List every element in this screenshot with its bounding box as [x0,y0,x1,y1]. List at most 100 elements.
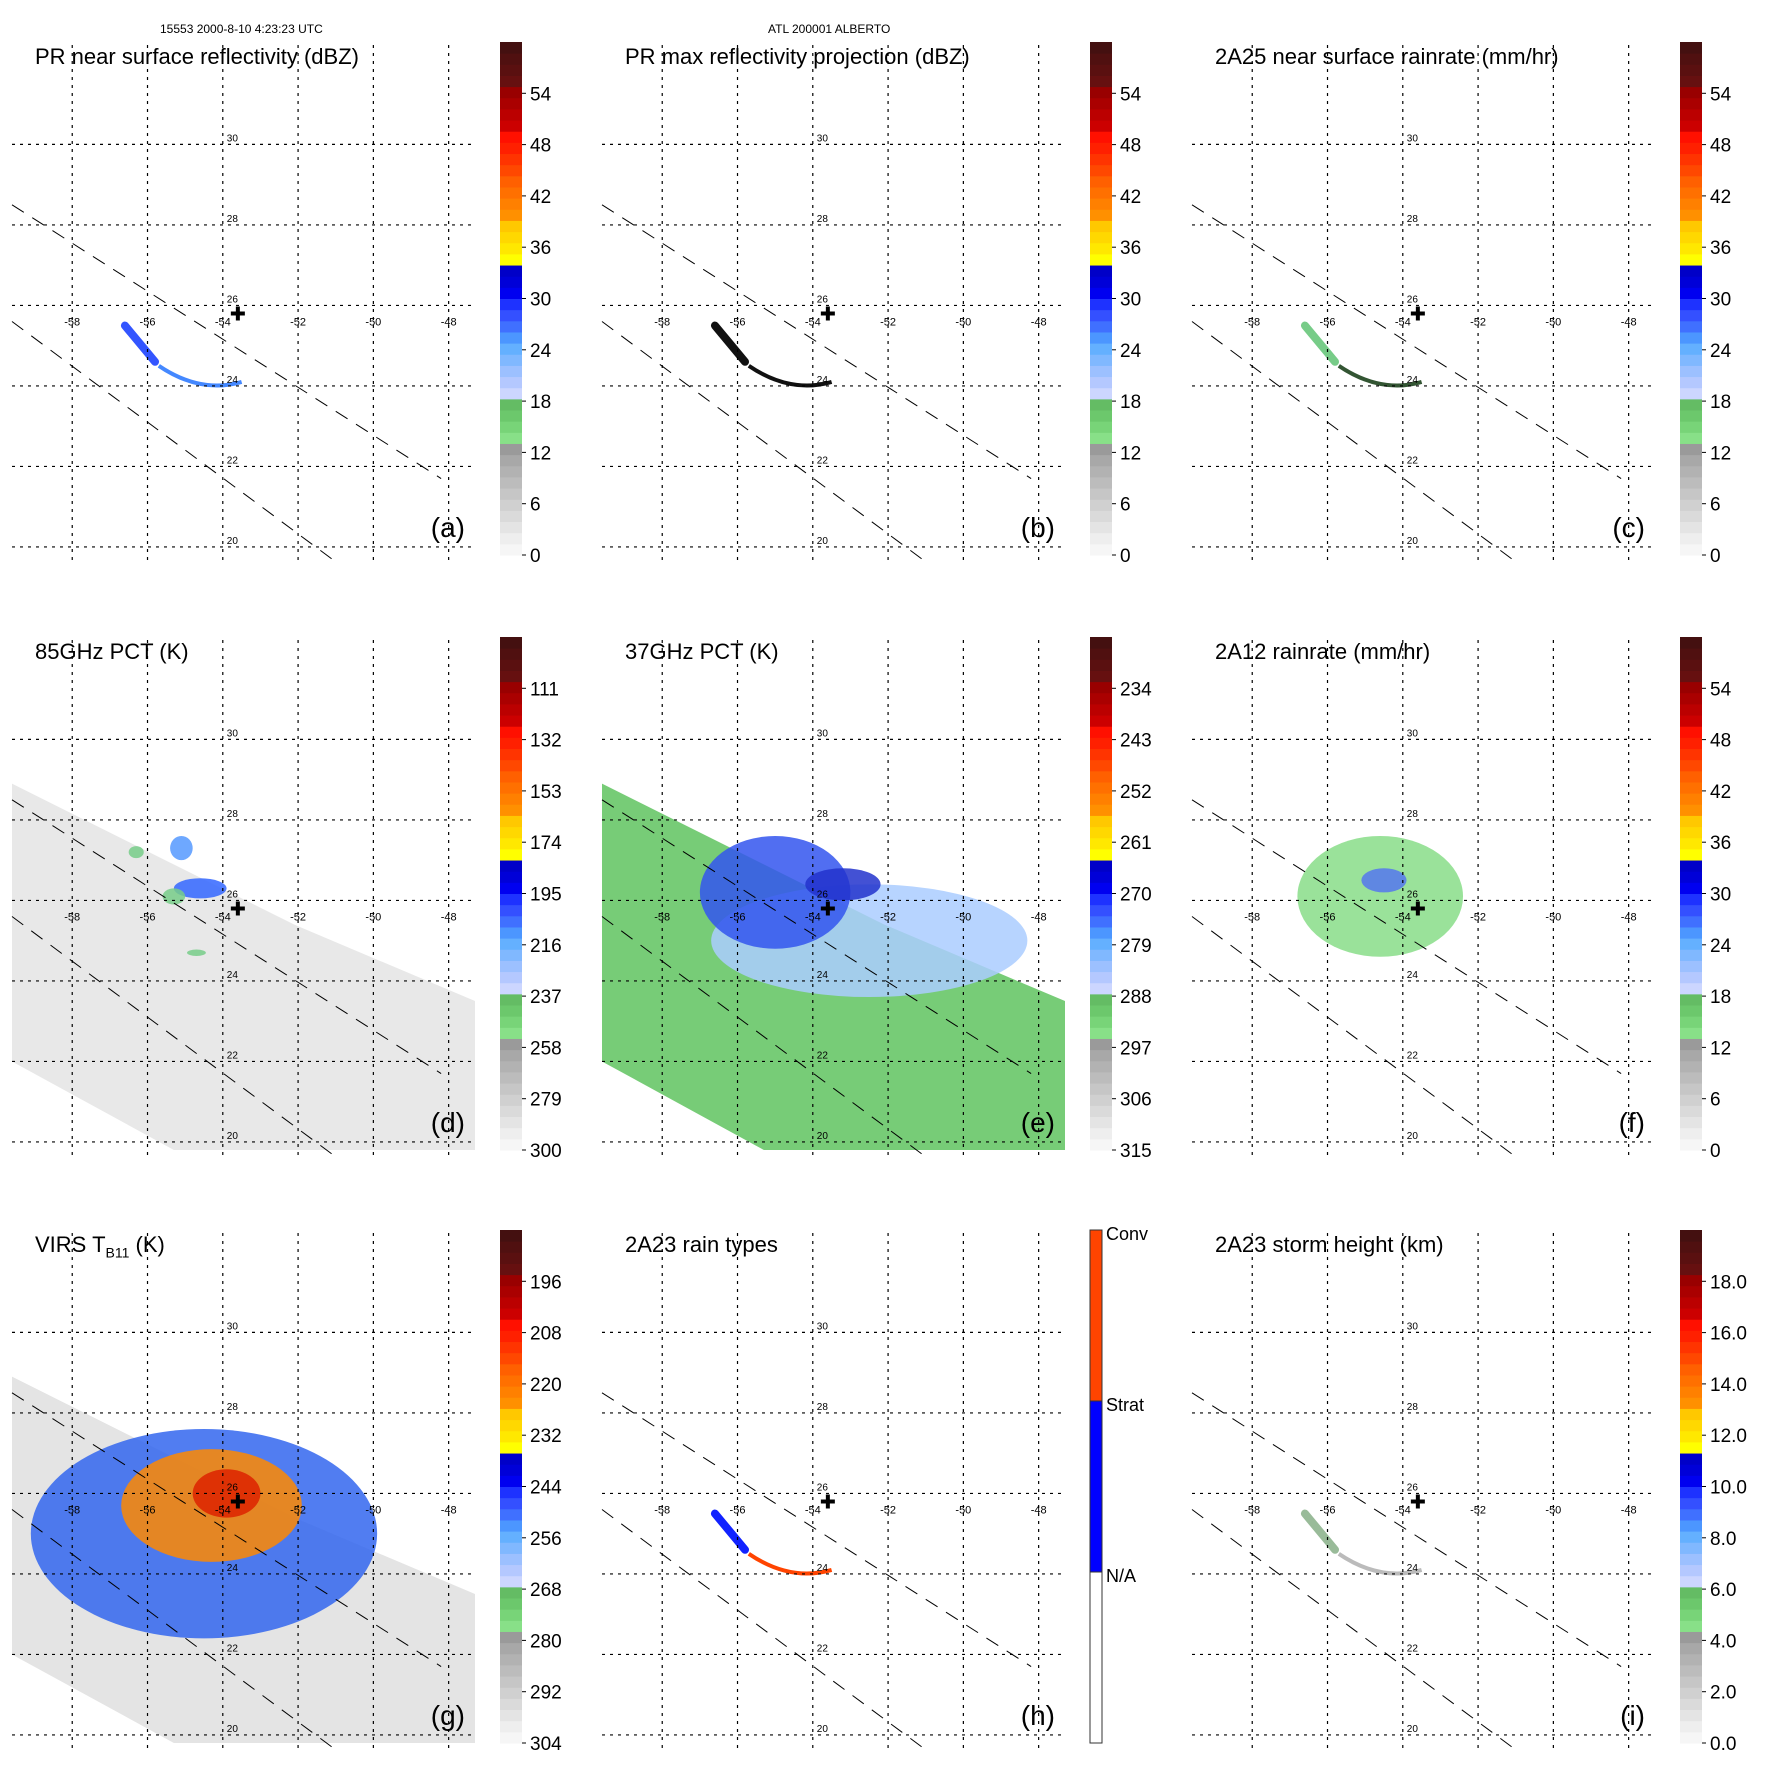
colorbar-segment [1680,1105,1702,1118]
colorbar-tick-label: 304 [530,1734,562,1755]
colorbar-segment [500,454,522,467]
colorbar-segment [1090,443,1112,456]
colorbar-segment [1090,387,1112,400]
colorbar-segment [500,1363,522,1376]
lon-tick-label: -58 [1244,316,1260,328]
colorbar-segment [500,1285,522,1298]
colorbar-segment [1680,64,1702,76]
colorbar-segment [1680,1475,1702,1487]
storm-center-marker [230,901,245,916]
lon-tick-label: -48 [1031,1504,1047,1516]
pr-swath-edge [11,1509,333,1748]
colorbar-segment [500,1676,522,1688]
colorbar-tick-label: 220 [530,1375,562,1396]
panel-letter: (e) [1021,1107,1055,1138]
colorbar-segment [500,1230,522,1242]
colorbar-segment [1680,510,1702,523]
colorbar-segment [500,387,522,400]
colorbar-segment [1090,432,1112,444]
colorbar-segment [500,971,522,984]
colorbar-segment [1680,499,1702,511]
colorbar-segment [1680,871,1702,883]
colorbar-tick-label: 30 [1120,290,1141,311]
lat-tick-label: 28 [1407,809,1419,820]
colorbar-segment [500,726,522,738]
lat-tick-label: 28 [817,214,829,225]
colorbar-segment [500,637,522,649]
panel-i-title: 2A23 storm height (km) [1215,1232,1444,1257]
colorbar-segment [1680,1274,1702,1287]
colorbar-segment [1680,376,1702,389]
colorbar-segment [1680,387,1702,400]
colorbar-segment [1680,915,1702,928]
colorbar-segment [1090,826,1112,839]
colorbar-segment [1090,209,1112,221]
colorbar-tick-label: 234 [1120,679,1152,700]
colorbar-segment [1680,1586,1702,1599]
colorbar-segment [500,1127,522,1140]
pr-swath-edge [601,799,1032,1074]
lon-tick-label: -58 [1244,911,1260,923]
colorbar-segment [1680,1094,1702,1106]
colorbar-tick-label: 0 [1120,546,1131,567]
colorbar-segment [1090,904,1112,917]
colorbar-segment [500,499,522,511]
colorbar-tick-label: 42 [1120,187,1141,208]
colorbar-segment [1680,220,1702,233]
pr-swath-edge [1191,1392,1622,1667]
colorbar-segment [1680,1116,1702,1129]
colorbar-tick-label: 306 [1120,1090,1152,1111]
colorbar-segment [500,53,522,65]
colorbar-segment [1090,770,1112,783]
colorbar-segment [1680,993,1702,1006]
colorbar-segment [500,97,522,110]
colorbar-segment [500,42,522,54]
lon-tick-label: -52 [1470,1504,1486,1516]
colorbar-segment [1090,1116,1112,1129]
panel-e-title: 37GHz PCT (K) [625,639,779,664]
colorbar-segment [1090,726,1112,738]
colorbar-segment [1680,1005,1702,1017]
pr-swath-edge [601,1509,923,1748]
colorbar-tick-label: 315 [1120,1141,1152,1162]
panel-letter: (c) [1612,512,1645,543]
panel-g-title: VIRS TB11 (K) [35,1232,165,1260]
colorbar-segment [1090,648,1112,660]
colorbar-tick-label: 42 [530,187,551,208]
lon-tick-label: -54 [1395,1504,1411,1516]
colorbar-segment [500,242,522,255]
colorbar-segment [1090,793,1112,805]
colorbar-segment [1680,164,1702,177]
colorbar-tick-label: 261 [1120,833,1152,854]
lon-tick-label: -48 [1621,1504,1637,1516]
rain-feature [1361,868,1407,893]
pr-swath-edge [601,204,1032,479]
colorbar-category-label: Conv [1106,1224,1148,1244]
lon-tick-label: -48 [1621,911,1637,923]
colorbar-tick-label: 12 [530,443,551,464]
colorbar-segment [1090,175,1112,188]
colorbar-segment [500,1475,522,1487]
colorbar-segment [500,960,522,973]
lon-tick-label: -54 [805,911,821,923]
pr-swath-edge [1191,799,1622,1074]
lat-tick-label: 30 [1407,1321,1419,1332]
panel-letter: (b) [1021,512,1055,543]
colorbar-segment [1090,331,1112,344]
lon-tick-label: -54 [215,1504,231,1516]
colorbar-segment [1680,1453,1702,1465]
colorbar-segment [1090,231,1112,244]
colorbar-segment [500,1319,522,1331]
colorbar-segment [500,1341,522,1354]
lat-tick-label: 24 [817,375,829,386]
colorbar-segment [1090,1071,1112,1084]
colorbar-segment [500,75,522,88]
colorbar-segment [1680,331,1702,344]
lat-tick-label: 22 [817,1050,829,1061]
colorbar-segment [500,1531,522,1543]
colorbar-segment [500,949,522,961]
colorbar-segment [500,1586,522,1599]
lat-tick-label: 28 [227,1402,239,1413]
colorbar-segment [1680,175,1702,188]
lon-tick-label: -52 [1470,316,1486,328]
